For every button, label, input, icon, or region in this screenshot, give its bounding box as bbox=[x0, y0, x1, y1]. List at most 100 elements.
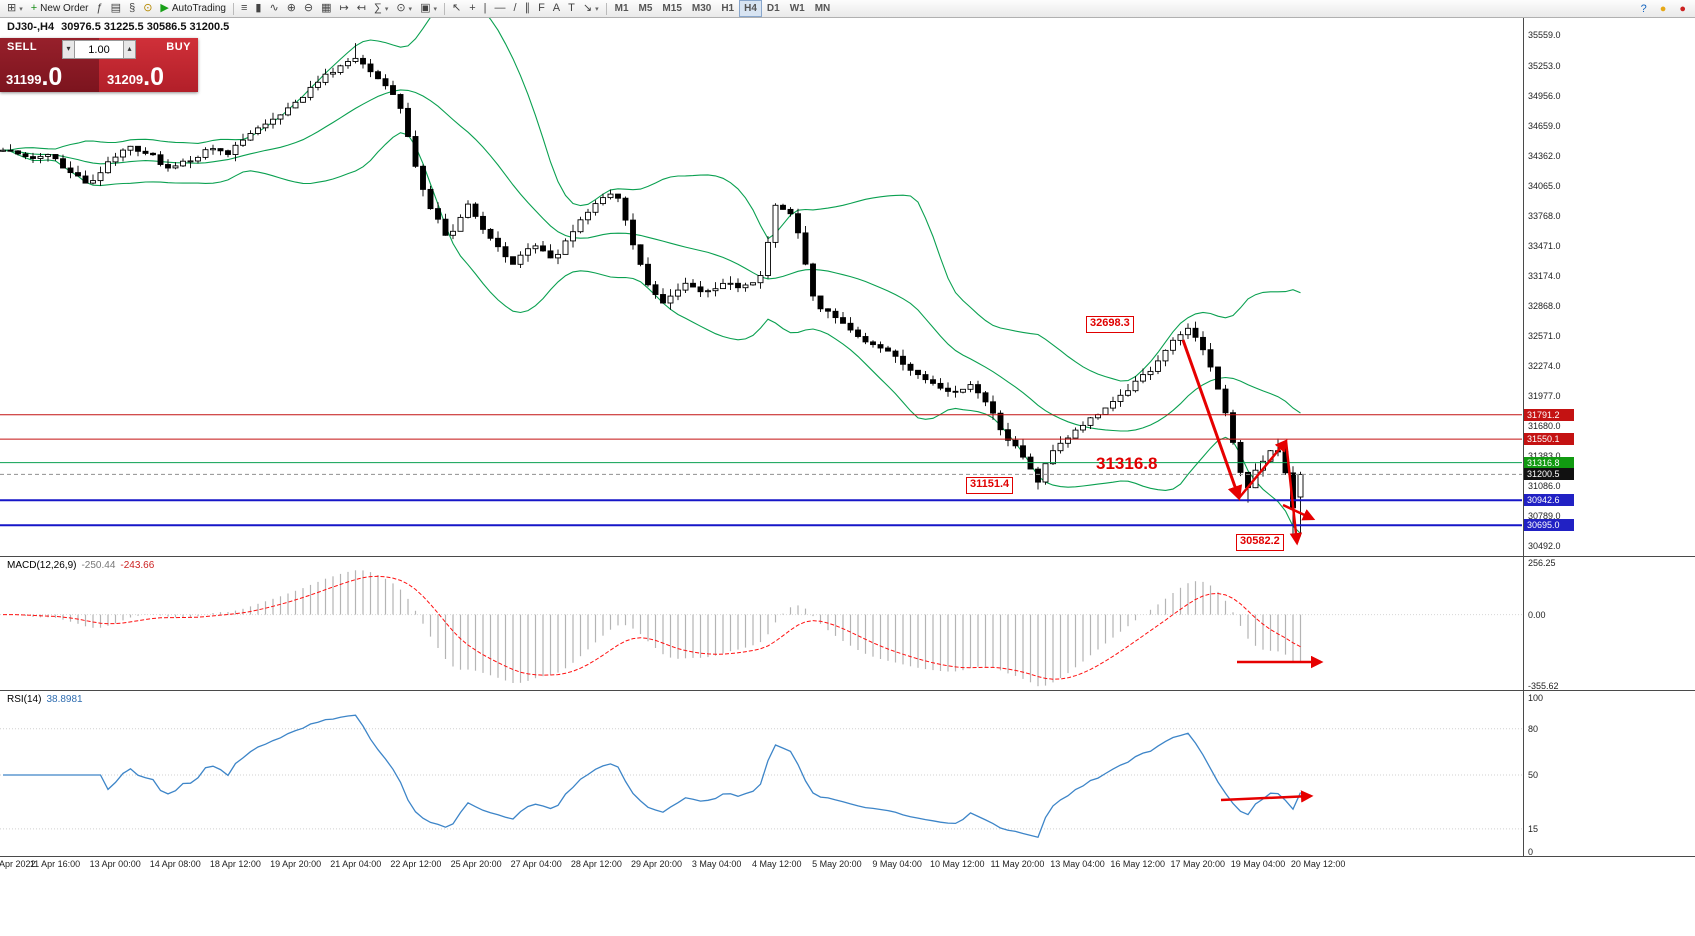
indicators-button[interactable]: ∑ ▾ bbox=[370, 0, 392, 17]
time-axis-label: 14 Apr 08:00 bbox=[149, 859, 201, 869]
price-tag: 30695.0 bbox=[1524, 519, 1574, 532]
zoom-out-button[interactable]: ⊖ bbox=[300, 0, 317, 17]
new-chart-dropdown-icon: ▾ bbox=[19, 5, 23, 13]
timeframe-d1-button[interactable]: D1 bbox=[766, 3, 780, 14]
price-scale-label: 31680.0 bbox=[1528, 421, 1561, 431]
chart-shift-button[interactable]: ↤ bbox=[353, 0, 370, 17]
text-label-button[interactable]: T bbox=[564, 0, 579, 17]
trendline-button[interactable]: / bbox=[510, 0, 521, 17]
zoom-out-icon: ⊖ bbox=[303, 2, 314, 14]
horizontal-level-lines bbox=[0, 414, 1522, 527]
toolbar-right-icons: ? ● ● bbox=[1637, 0, 1695, 17]
timeframe-m15-button[interactable]: M15 bbox=[662, 3, 682, 14]
panel-separator-macd-rsi[interactable] bbox=[0, 690, 1695, 691]
time-axis-label: 28 Apr 12:00 bbox=[570, 859, 622, 869]
new-order-icon: + bbox=[30, 2, 38, 14]
crosshair-button[interactable]: + bbox=[465, 0, 479, 17]
price-scale-label: 34362.0 bbox=[1528, 150, 1561, 161]
equidistant-channel-icon: ∥ bbox=[524, 2, 531, 14]
indicators-dropdown-icon: ▾ bbox=[384, 5, 389, 13]
vertical-line-button[interactable]: | bbox=[480, 0, 491, 17]
timeframe-mn-button[interactable]: MN bbox=[814, 3, 831, 14]
price-scale-label: 35253.0 bbox=[1528, 61, 1561, 71]
price-scale-label: 35559.0 bbox=[1528, 30, 1561, 41]
new-chart-button[interactable]: ⊞ ▾ bbox=[3, 0, 27, 17]
community-icon[interactable]: ● bbox=[1659, 2, 1667, 15]
timeframe-h4-button[interactable]: H4 bbox=[739, 0, 762, 17]
time-axis-label: 27 Apr 04:00 bbox=[510, 859, 562, 869]
auto-scroll-button[interactable]: ↦ bbox=[336, 0, 353, 17]
new-order-label: New Order bbox=[40, 3, 89, 14]
time-axis-label: 13 May 04:00 bbox=[1050, 859, 1105, 869]
price-annotation-box[interactable]: 32698.3 bbox=[1086, 316, 1134, 333]
new-chart-icon: ⊞ bbox=[7, 2, 17, 14]
trendline-icon: / bbox=[513, 2, 517, 14]
price-scale-label: 32274.0 bbox=[1528, 361, 1561, 372]
timeframe-m1-button[interactable]: M1 bbox=[614, 3, 629, 14]
autotrading-icon: ▶ bbox=[160, 2, 169, 14]
templates-button[interactable]: ▣ ▾ bbox=[416, 0, 441, 17]
timeframe-w1-button[interactable]: W1 bbox=[789, 3, 805, 14]
vertical-line-icon: | bbox=[483, 2, 487, 14]
help-icon[interactable]: ? bbox=[1640, 2, 1647, 15]
price-scale-label: 30492.0 bbox=[1528, 540, 1561, 551]
new-order-button[interactable]: + New Order bbox=[27, 0, 93, 17]
toolbar: ⊞ ▾ + New Order ƒ ▤ § ⊙ ▶ AutoTrading ≡ ▮ ∿ ⊕ ⊖ ▦ ↦ ↤ ∑ ▾ ⊙ ▾… bbox=[0, 0, 1695, 18]
lot-increase-button[interactable]: ▴ bbox=[123, 40, 136, 59]
time-axis-label: 22 Apr 12:00 bbox=[390, 859, 442, 869]
bollinger-middle bbox=[2, 89, 1301, 432]
price-tag: 31791.2 bbox=[1524, 408, 1574, 421]
periods-icon: ⊙ bbox=[396, 2, 406, 14]
line-chart-button[interactable]: ∿ bbox=[265, 0, 282, 17]
alert-icon[interactable]: ● bbox=[1679, 2, 1686, 15]
market-button[interactable]: ⊙ bbox=[139, 0, 156, 17]
time-axis-label: 16 May 12:00 bbox=[1110, 859, 1165, 869]
expert-advisors-button[interactable]: ƒ bbox=[93, 0, 107, 17]
auto-scroll-icon: ↦ bbox=[339, 2, 349, 14]
price-scale-label: 32571.0 bbox=[1528, 331, 1561, 342]
zoom-in-button[interactable]: ⊕ bbox=[283, 0, 300, 17]
horizontal-line-button[interactable]: — bbox=[491, 0, 510, 17]
timeframe-m30-button[interactable]: M30 bbox=[691, 3, 712, 14]
rsi-indicator-label: RSI(14) 38.8981 bbox=[7, 694, 83, 705]
timeframe-h1-button[interactable]: H1 bbox=[721, 3, 735, 14]
price-annotation-large[interactable]: 31316.8 bbox=[1096, 454, 1158, 473]
lot-decrease-button[interactable]: ▾ bbox=[62, 40, 75, 59]
bollinger-upper bbox=[2, 18, 1301, 382]
panel-separator-main-macd[interactable] bbox=[0, 556, 1695, 557]
time-axis-label: 11 May 20:00 bbox=[990, 859, 1045, 869]
lot-size-input[interactable] bbox=[75, 40, 123, 59]
cursor-button[interactable]: ↖ bbox=[448, 0, 465, 17]
timeframe-m5-button[interactable]: M5 bbox=[638, 3, 653, 14]
autotrading-button[interactable]: ▶ AutoTrading bbox=[156, 0, 230, 17]
lot-size-control: ▾ ▴ bbox=[62, 40, 136, 59]
candlestick-chart-button[interactable]: ▮ bbox=[251, 0, 265, 17]
price-annotation-box[interactable]: 30582.2 bbox=[1236, 534, 1284, 551]
rsi-scale-label: 0 bbox=[1528, 847, 1534, 857]
fibonacci-button[interactable]: F bbox=[534, 0, 549, 17]
autotrading-label: AutoTrading bbox=[171, 3, 226, 14]
price-annotation-box[interactable]: 31151.4 bbox=[966, 477, 1014, 494]
text-button[interactable]: A bbox=[549, 0, 564, 17]
panel-separator-rsi-timeaxis bbox=[0, 856, 1695, 857]
time-axis-label: 25 Apr 20:00 bbox=[450, 859, 502, 869]
price-scale-label: 33174.0 bbox=[1528, 270, 1561, 281]
tile-windows-button[interactable]: ▦ bbox=[317, 0, 335, 17]
periods-button[interactable]: ⊙ ▾ bbox=[392, 0, 416, 17]
scripts-button[interactable]: § bbox=[125, 0, 139, 17]
market-icon: ⊙ bbox=[143, 2, 153, 14]
buy-label: BUY bbox=[166, 41, 191, 53]
time-axis-label: 18 Apr 12:00 bbox=[209, 859, 261, 869]
time-axis-label: 13 Apr 00:00 bbox=[89, 859, 141, 869]
data-window-button[interactable]: ▤ bbox=[107, 0, 125, 17]
bar-chart-button[interactable]: ≡ bbox=[237, 0, 251, 17]
price-tag: 30942.6 bbox=[1524, 494, 1574, 507]
rsi-scale-label: 80 bbox=[1528, 723, 1539, 734]
equidistant-channel-button[interactable]: ∥ bbox=[521, 0, 535, 17]
macd-scale-label: 0.00 bbox=[1528, 609, 1546, 620]
price-scale-label: 34659.0 bbox=[1528, 120, 1561, 131]
arrows-button[interactable]: ↘ ▾ bbox=[579, 0, 603, 17]
text-icon: A bbox=[552, 2, 561, 14]
